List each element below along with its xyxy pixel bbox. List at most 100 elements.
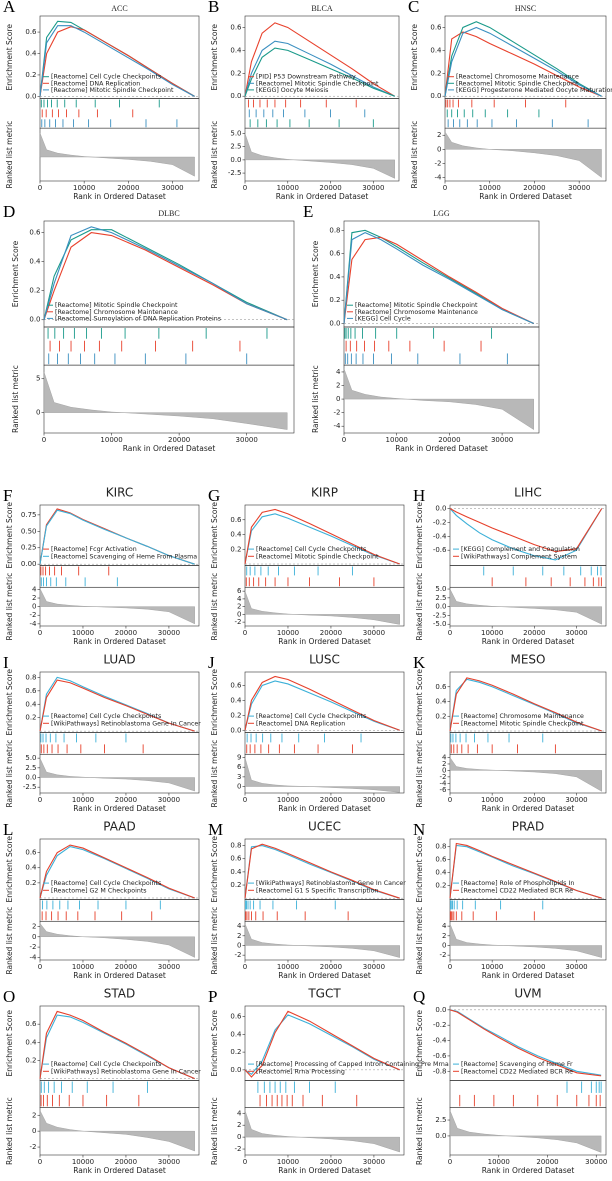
x-tick-label: 0 (38, 1158, 42, 1166)
legend-label: [Reactome] Chromosome Maintenance (55, 309, 178, 316)
y-tick-label: 0.2 (25, 879, 36, 887)
legend-label: [Reactome] Mitotic Spindle Checkpoint (456, 80, 579, 87)
metric-axis-label: Ranked list metric (210, 1097, 219, 1165)
y-axis-label: Enrichment Score (5, 1010, 14, 1077)
y-axis-label: Enrichment Score (5, 836, 14, 903)
y-tick-label: 0.4 (329, 273, 341, 281)
metric-y-tick-label: 5 (36, 375, 40, 383)
x-tick-label: 10000 (481, 629, 503, 637)
panel-title: KIRP (311, 486, 338, 500)
metric-y-tick-label: 2 (437, 131, 441, 139)
panel: F KIRC 0.00 0.25 0.50 0.75 [Reactome] Fcgr Act… (3, 486, 200, 646)
metric-y-tick-label: 4 (442, 754, 447, 762)
y-axis-label: Enrichment Score (410, 24, 419, 91)
es-curve (449, 508, 603, 561)
metric-axis-label: Ranked list metric (415, 740, 424, 808)
metric-y-tick-label: -2 (235, 951, 242, 959)
es-curve (444, 21, 602, 97)
panel-letter: L (3, 820, 13, 839)
x-axis-label: Rank in Ordered Dataset (482, 971, 575, 980)
y-tick-label: 0.8 (230, 842, 241, 850)
x-axis-label: Rank in Ordered Dataset (276, 192, 369, 201)
y-tick-label: 0.8 (25, 673, 36, 681)
legend-label: [PID] P53 Downstream Pathway (256, 74, 356, 81)
metric-axis-label: Ranked list metric (415, 573, 424, 641)
metric-y-tick-label: 0.0 (25, 774, 36, 782)
x-tick-label: 30000 (161, 184, 183, 192)
y-axis-label: Enrichment Score (415, 502, 424, 569)
legend-label: [Reactome] Cell Cycle Checkpoints (51, 74, 161, 81)
ranked-metric-area (39, 132, 195, 177)
metric-y-tick-label: -2.5 (228, 169, 242, 177)
y-tick-label: 0.4 (430, 46, 442, 54)
legend-label: [Reactome] Cell Cycle Checkpoints (51, 713, 161, 720)
metric-y-tick-label: 0.0 (435, 1132, 446, 1140)
x-tick-label: 20000 (320, 796, 342, 804)
legend-label: [Reactome] Scavenging of Heme Fr (461, 1061, 573, 1068)
es-curve (43, 232, 288, 321)
es-curve (343, 232, 534, 325)
panel: Q UVM 0.0 -0.2 -0.4 -0.6 -0.8 [Reactome] Scaven… (413, 987, 607, 1176)
es-curve (449, 1009, 602, 1076)
metric-y-tick-label: 0 (32, 933, 36, 941)
metric-axis-label: Ranked list metric (5, 573, 14, 641)
es-curve (449, 507, 603, 553)
panel: C HNSC 0.0 0.2 0.4 0.6 [Reactome] Chromosome M… (408, 0, 612, 201)
x-tick-label: 30000 (363, 629, 385, 637)
y-tick-label: 0.4 (25, 1038, 37, 1046)
metric-y-tick-label: -2.5 (23, 783, 37, 791)
es-curve (244, 47, 395, 97)
x-axis-label: Rank in Ordered Dataset (73, 971, 166, 980)
metric-y-tick-label: 0 (237, 1133, 241, 1141)
metric-y-tick-label: -2 (235, 1145, 242, 1153)
x-axis-label: Rank in Ordered Dataset (73, 192, 166, 201)
x-tick-label: 30000 (363, 796, 385, 804)
legend-label: [KEGG] Complement and Coagulation (461, 546, 580, 553)
panel-letter: C (408, 0, 419, 16)
ranked-metric-area (449, 923, 602, 958)
x-tick-label: 10000 (386, 436, 408, 444)
es-curve (244, 22, 395, 97)
y-axis-label: Enrichment Score (415, 1010, 424, 1077)
y-tick-label: -0.4 (433, 532, 447, 540)
metric-y-tick-label: 0 (237, 941, 241, 949)
x-axis-label: Rank in Ordered Dataset (482, 637, 575, 646)
x-tick-label: 20000 (320, 963, 342, 971)
metric-y-tick-label: -2 (334, 409, 341, 417)
y-tick-label: 0.2 (230, 711, 241, 719)
panel: G KIRP 0.2 0.4 0.6 [Reactome] Cell Cycle Chec… (208, 486, 405, 646)
legend-label: [Reactome] CD22 Mediated BCR Re (461, 887, 573, 894)
ranked-metric-area (449, 588, 602, 625)
panel: I LUAD 0.2 0.4 0.6 0.8 [Reactome] Cell Cycle C… (3, 653, 201, 814)
y-tick-label: 0.25 (21, 544, 37, 552)
metric-y-tick-label: 6 (237, 587, 242, 595)
x-tick-label: 30000 (158, 1158, 180, 1166)
x-tick-label: 20000 (320, 629, 342, 637)
y-tick-label: -0.6 (433, 546, 447, 554)
metric-y-tick-label: 4 (237, 595, 242, 603)
legend-label: [Reactome] CD22 Mediated BCR Re (461, 1068, 573, 1075)
legend-label: [WikiPathways] Retinoblastoma Gene In Ca… (51, 1068, 201, 1075)
es-curve (244, 513, 400, 565)
ranked-metric-area (39, 1110, 195, 1152)
panel: J LUSC 0.0 0.2 0.4 0.6 [Reactome] Cell Cycle C… (208, 653, 405, 813)
y-tick-label: 0.6 (230, 23, 242, 31)
x-tick-label: 10000 (100, 436, 122, 444)
x-tick-label: 20000 (523, 629, 545, 637)
legend-label: [WikiPathways] Retinoblastoma Gene In Ca… (256, 880, 406, 887)
ranked-metric-area (449, 1110, 602, 1153)
y-tick-label: 0.2 (230, 545, 241, 553)
y-tick-label: 0.2 (329, 296, 340, 304)
legend-label: [Reactome] G2 M Checkpoints (51, 887, 147, 894)
y-axis-label: Enrichment Score (210, 1010, 219, 1077)
y-tick-label: 0.8 (329, 226, 340, 234)
x-tick-label: 0 (448, 629, 452, 637)
x-tick-label: 30000 (565, 629, 587, 637)
panel-title: ACC (111, 4, 127, 13)
y-tick-label: 0.0 (435, 504, 446, 512)
metric-y-tick-label: 5.0 (435, 585, 446, 593)
y-tick-label: 0.6 (435, 683, 447, 691)
ranked-metric-area (343, 368, 534, 430)
metric-y-tick-label: -4 (30, 953, 38, 961)
x-tick-label: 10000 (277, 796, 299, 804)
